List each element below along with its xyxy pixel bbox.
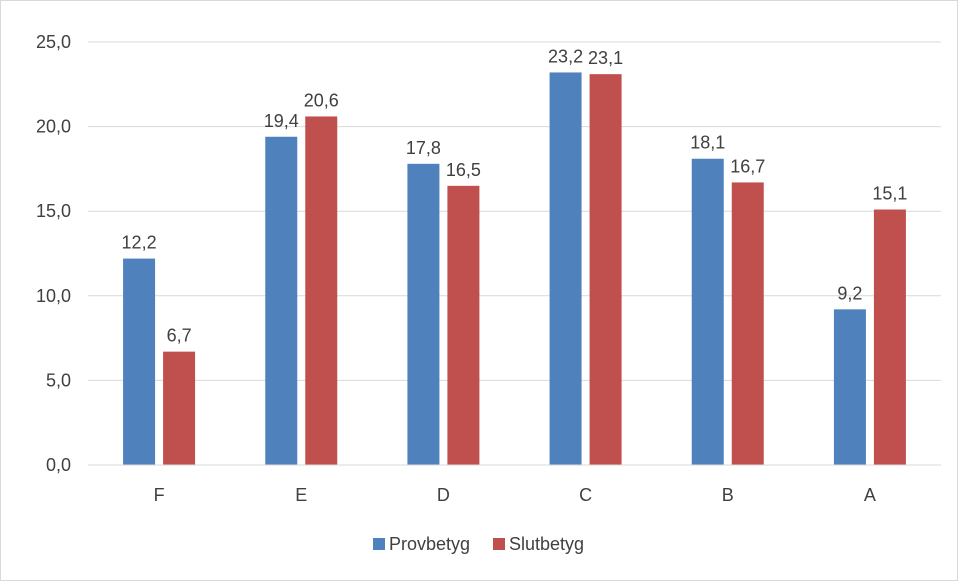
y-tick-label: 5,0 <box>46 370 71 390</box>
legend-label: Provbetyg <box>389 534 470 554</box>
bar-provbetyg-a <box>833 309 866 465</box>
bar-slutbetyg-a <box>873 209 906 465</box>
legend-swatch <box>373 538 385 550</box>
data-label: 16,5 <box>446 160 481 180</box>
y-axis-ticks: 0,0 5,0 10,0 15,0 20,0 25,0 <box>36 32 71 475</box>
data-label: 23,1 <box>588 48 623 68</box>
legend-label: Slutbetyg <box>509 534 584 554</box>
x-tick-label: F <box>154 485 165 505</box>
bar-slutbetyg-b <box>731 182 764 465</box>
legend-item-provbetyg: Provbetyg <box>373 534 470 554</box>
legend: Provbetyg Slutbetyg <box>373 534 584 554</box>
data-label: 16,7 <box>730 156 765 176</box>
bar-slutbetyg-f <box>163 351 196 465</box>
legend-item-slutbetyg: Slutbetyg <box>493 534 584 554</box>
data-label: 18,1 <box>690 133 725 153</box>
y-tick-label: 0,0 <box>46 455 71 475</box>
data-label: 20,6 <box>304 90 339 110</box>
y-tick-label: 20,0 <box>36 117 71 137</box>
bar-provbetyg-d <box>407 163 440 465</box>
data-label: 23,2 <box>548 46 583 66</box>
data-label: 12,2 <box>122 233 157 253</box>
gridlines <box>88 41 941 381</box>
data-label: 17,8 <box>406 138 441 158</box>
x-tick-label: E <box>295 485 307 505</box>
x-tick-label: C <box>579 485 592 505</box>
bar-slutbetyg-c <box>589 74 622 465</box>
bar-slutbetyg-d <box>447 185 480 465</box>
bar-provbetyg-c <box>549 72 582 466</box>
x-tick-label: B <box>722 485 734 505</box>
y-tick-label: 25,0 <box>36 32 71 52</box>
x-tick-label: D <box>437 485 450 505</box>
bars <box>123 72 906 466</box>
data-label: 19,4 <box>264 111 299 131</box>
data-label: 15,1 <box>872 184 907 204</box>
x-tick-label: A <box>864 485 876 505</box>
y-tick-label: 15,0 <box>36 201 71 221</box>
bar-provbetyg-f <box>123 258 156 465</box>
data-label: 9,2 <box>837 283 862 303</box>
legend-swatch <box>493 538 505 550</box>
y-tick-label: 10,0 <box>36 286 71 306</box>
bar-provbetyg-b <box>691 158 724 466</box>
bar-slutbetyg-e <box>305 116 338 465</box>
data-label: 6,7 <box>167 326 192 346</box>
data-labels: 12,2 6,7 19,420,6 17,816,5 23,2 23,1 18,116,7 9… <box>122 46 908 345</box>
bar-provbetyg-e <box>265 136 298 465</box>
